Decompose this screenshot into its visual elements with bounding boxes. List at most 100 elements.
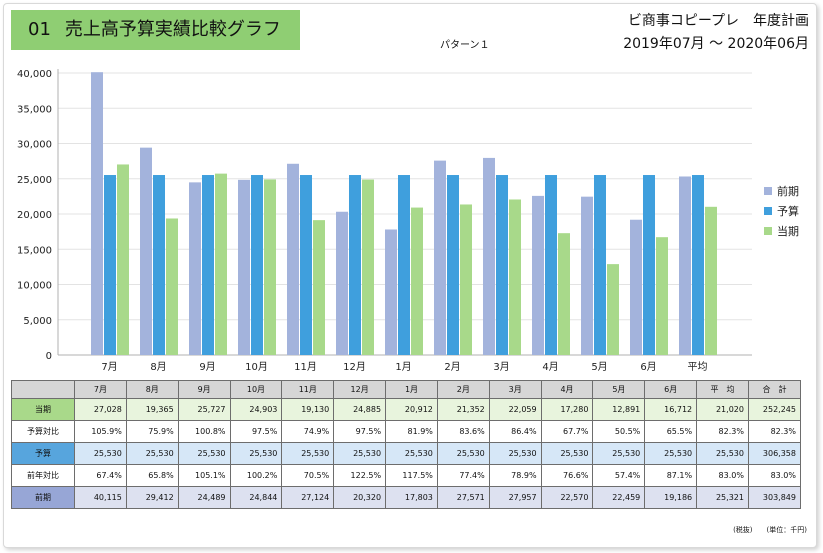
column-header: 10月 xyxy=(229,380,283,399)
table-cell: 22,059 xyxy=(488,398,542,421)
row-label: 当期 xyxy=(11,398,75,421)
table-cell: 25,530 xyxy=(696,442,749,465)
y-tick-label: 30,000 xyxy=(17,140,52,151)
table-cell: 24,903 xyxy=(229,398,283,421)
bar-budget xyxy=(251,175,263,355)
report-title-box: 01 売上高予算実績比較グラフ xyxy=(11,10,300,50)
bar-budget xyxy=(496,175,508,355)
bar-prev xyxy=(483,157,495,355)
bar-actual xyxy=(215,173,227,355)
table-cell: 97.5% xyxy=(333,420,387,443)
column-header: 3月 xyxy=(488,380,542,399)
tax-note: (税抜) xyxy=(733,526,753,534)
y-tick-label: 25,000 xyxy=(17,175,52,186)
unit-note: (単位：千円) xyxy=(766,526,807,534)
bar-actual xyxy=(166,218,178,355)
table-cell: 25,530 xyxy=(177,442,231,465)
bar-budget xyxy=(300,175,312,355)
bar-actual xyxy=(558,233,570,355)
table-cell: 25,530 xyxy=(281,442,335,465)
x-tick-label: 7月 xyxy=(101,361,117,373)
x-tick-label: 8月 xyxy=(150,361,166,373)
table-cell: 77.4% xyxy=(436,464,490,487)
table-cell: 82.3% xyxy=(747,420,802,443)
x-tick-label: 5月 xyxy=(591,361,607,373)
bar-actual xyxy=(362,179,374,355)
bar-actual xyxy=(313,220,325,355)
column-header: 9月 xyxy=(177,380,231,399)
table-cell: 24,489 xyxy=(177,486,231,509)
y-tick-label: 10,000 xyxy=(17,281,52,292)
bar-prev xyxy=(336,211,348,355)
table-cell: 19,130 xyxy=(281,398,335,421)
table-cell: 122.5% xyxy=(333,464,387,487)
table-cell: 17,803 xyxy=(385,486,438,509)
column-header: 5月 xyxy=(592,380,646,399)
table-cell: 16,712 xyxy=(644,398,698,421)
table-cell: 65.5% xyxy=(644,420,698,443)
company-plan-label: ビ商事コピープレ 年度計画 xyxy=(627,13,809,29)
x-tick-label: 10月 xyxy=(245,361,268,373)
column-header: 4月 xyxy=(540,380,594,399)
bar-prev xyxy=(189,182,201,355)
units-note: (税抜) (単位：千円) xyxy=(719,525,807,535)
x-tick-label: 6月 xyxy=(640,361,656,373)
table-cell: 303,849 xyxy=(747,486,802,509)
bar-budget xyxy=(153,175,165,355)
table-cell: 25,530 xyxy=(540,442,594,465)
column-header: 8月 xyxy=(125,380,179,399)
bar-prev xyxy=(287,163,299,355)
table-cell: 29,412 xyxy=(125,486,179,509)
column-header: 平 均 xyxy=(696,380,749,399)
row-label: 予算対比 xyxy=(11,420,75,443)
table-cell: 25,727 xyxy=(177,398,231,421)
table-cell: 67.4% xyxy=(74,464,127,487)
table-cell: 27,571 xyxy=(436,486,490,509)
table-cell: 25,530 xyxy=(592,442,646,465)
x-tick-label: 11月 xyxy=(294,361,317,373)
bar-actual xyxy=(656,237,668,355)
bar-budget xyxy=(594,175,606,355)
y-tick-label: 15,000 xyxy=(17,245,52,256)
bar-actual xyxy=(117,164,129,355)
bar-budget xyxy=(545,175,557,355)
x-tick-label: 9月 xyxy=(199,361,215,373)
table-row: 予算対比 105.9% 75.9% 100.8% 97.5% 74.9% 97.5% 81.9… xyxy=(11,420,802,443)
table-cell: 22,459 xyxy=(592,486,646,509)
table-cell: 27,124 xyxy=(281,486,335,509)
table-cell: 21,020 xyxy=(696,398,749,421)
column-header: 12月 xyxy=(333,380,387,399)
column-header xyxy=(11,380,75,399)
y-tick-label: 40,000 xyxy=(17,69,52,80)
bar-prev xyxy=(91,72,103,355)
table-cell: 17,280 xyxy=(540,398,594,421)
legend-label: 予算 xyxy=(777,204,799,218)
table-cell: 252,245 xyxy=(747,398,802,421)
table-cell: 65.8% xyxy=(125,464,179,487)
table-cell: 24,844 xyxy=(229,486,283,509)
bar-budget xyxy=(643,175,655,355)
column-header: 合 計 xyxy=(747,380,802,399)
table-cell: 306,358 xyxy=(747,442,802,465)
column-header: 1月 xyxy=(385,380,438,399)
bar-prev xyxy=(140,147,152,355)
legend-swatch xyxy=(764,207,772,215)
bar-prev xyxy=(434,160,446,355)
y-tick-label: 5,000 xyxy=(23,316,52,327)
table-cell: 25,530 xyxy=(385,442,438,465)
row-label: 前期 xyxy=(11,486,75,509)
table-cell: 22,570 xyxy=(540,486,594,509)
bar-prev xyxy=(238,179,250,355)
table-cell: 100.8% xyxy=(177,420,231,443)
bar-budget xyxy=(104,175,116,355)
table-cell: 25,530 xyxy=(125,442,179,465)
row-label: 予算 xyxy=(11,442,75,465)
table-cell: 57.4% xyxy=(592,464,646,487)
table-row: 前期 40,115 29,412 24,489 24,844 27,124 20,320 17… xyxy=(11,486,802,509)
column-header: 6月 xyxy=(644,380,698,399)
table-cell: 83.0% xyxy=(696,464,749,487)
x-tick-label: 平均 xyxy=(688,361,708,373)
table-cell: 25,530 xyxy=(436,442,490,465)
table-cell: 25,321 xyxy=(696,486,749,509)
x-tick-label: 1月 xyxy=(395,361,411,373)
